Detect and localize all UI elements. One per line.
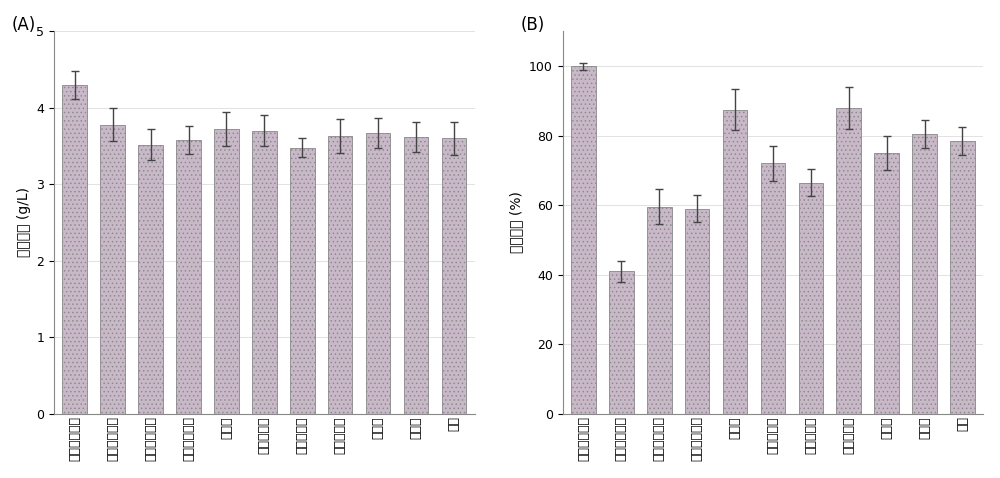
Bar [799,183,823,413]
Bar [647,207,672,413]
Bar [404,137,428,413]
Text: (B): (B) [521,16,545,34]
Y-axis label: 菌体干重 (g/L): 菌体干重 (g/L) [17,187,31,258]
Y-axis label: 相对酶活 (%): 相对酶活 (%) [509,192,523,253]
Bar [100,125,125,413]
Bar [912,134,937,413]
Bar [176,140,201,413]
Bar [761,163,785,413]
Bar [328,136,352,413]
Bar [836,108,861,413]
Bar [723,109,747,413]
Bar [366,133,390,413]
Bar [874,153,899,413]
Bar [214,129,239,413]
Bar [62,85,87,413]
Bar [138,144,163,413]
Text: (A): (A) [12,16,36,34]
Bar [290,148,315,413]
Bar [950,141,975,413]
Bar [442,139,466,413]
Bar [571,66,596,413]
Bar [685,208,709,413]
Bar [609,271,634,413]
Bar [252,131,277,413]
